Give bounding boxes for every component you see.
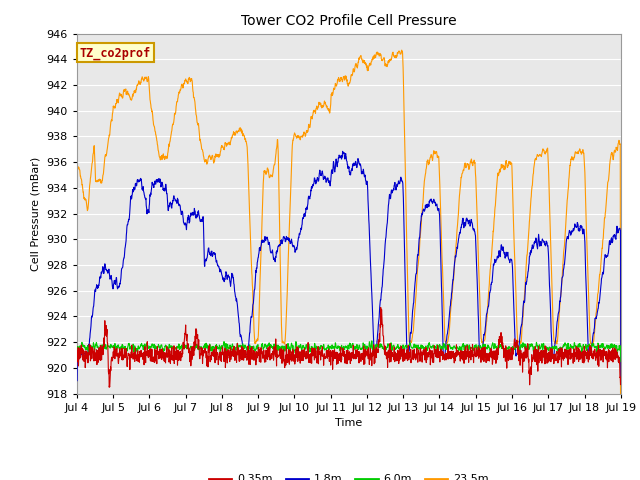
X-axis label: Time: Time [335, 418, 362, 428]
Y-axis label: Cell Pressure (mBar): Cell Pressure (mBar) [31, 156, 41, 271]
Title: Tower CO2 Profile Cell Pressure: Tower CO2 Profile Cell Pressure [241, 14, 456, 28]
Text: TZ_co2prof: TZ_co2prof [79, 46, 151, 60]
Legend: 0.35m, 1.8m, 6.0m, 23.5m: 0.35m, 1.8m, 6.0m, 23.5m [205, 470, 493, 480]
